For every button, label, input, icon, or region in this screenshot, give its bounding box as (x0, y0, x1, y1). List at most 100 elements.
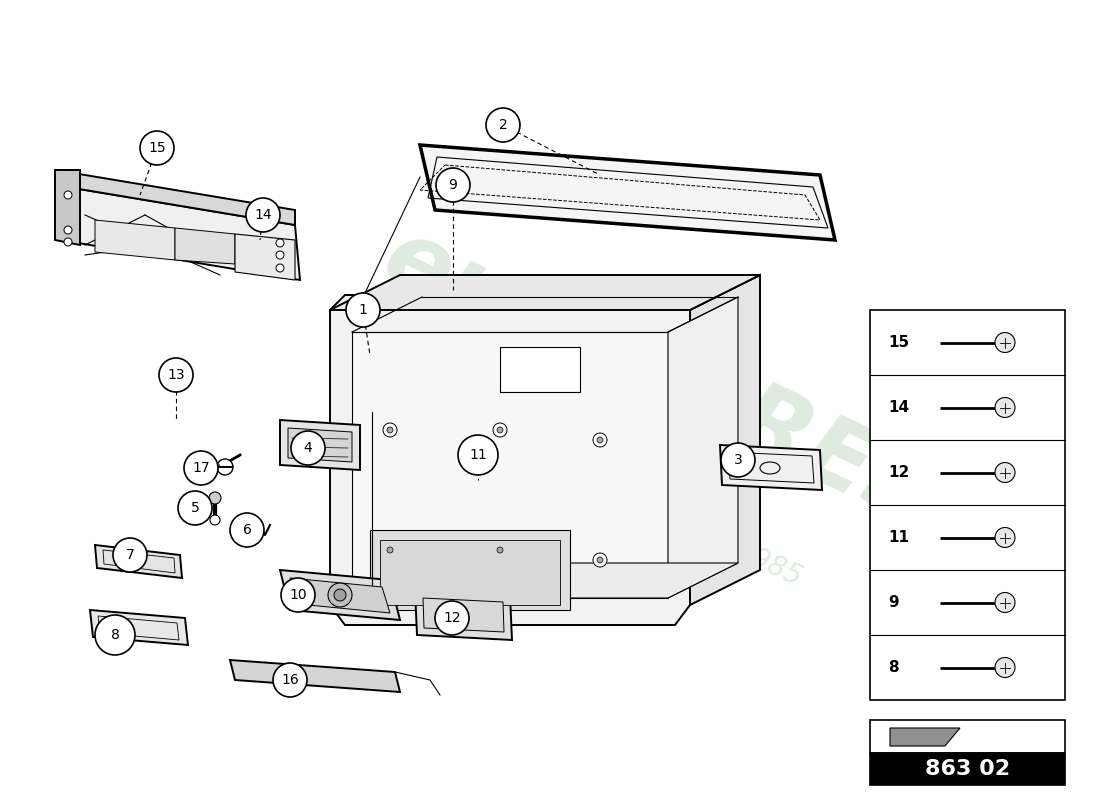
Polygon shape (235, 234, 295, 280)
Polygon shape (420, 145, 835, 240)
Circle shape (996, 333, 1015, 353)
Circle shape (246, 198, 280, 232)
Polygon shape (290, 578, 390, 613)
Text: 5: 5 (190, 501, 199, 515)
Text: 3: 3 (734, 453, 742, 467)
Circle shape (328, 583, 352, 607)
Circle shape (996, 398, 1015, 418)
Circle shape (387, 547, 393, 553)
Circle shape (64, 191, 72, 199)
Circle shape (210, 515, 220, 525)
Polygon shape (668, 297, 738, 598)
Text: 8: 8 (888, 660, 899, 675)
Circle shape (95, 615, 135, 655)
Circle shape (593, 553, 607, 567)
Circle shape (334, 589, 346, 601)
Bar (870, 310, 1065, 700)
Circle shape (597, 557, 603, 563)
Polygon shape (415, 590, 512, 640)
Circle shape (292, 431, 324, 465)
Circle shape (178, 491, 212, 525)
Circle shape (493, 543, 507, 557)
Text: a passion for parts since 1985: a passion for parts since 1985 (414, 389, 806, 591)
Circle shape (493, 423, 507, 437)
Polygon shape (90, 610, 188, 645)
Circle shape (387, 427, 393, 433)
Text: 15: 15 (888, 335, 909, 350)
Circle shape (593, 433, 607, 447)
Polygon shape (288, 428, 352, 462)
Circle shape (64, 238, 72, 246)
Circle shape (996, 593, 1015, 613)
Circle shape (113, 538, 147, 572)
Text: 10: 10 (289, 588, 307, 602)
Text: 12: 12 (888, 465, 910, 480)
Circle shape (276, 264, 284, 272)
Circle shape (160, 358, 192, 392)
Text: 2: 2 (498, 118, 507, 132)
Circle shape (996, 462, 1015, 482)
Circle shape (273, 663, 307, 697)
Circle shape (217, 459, 233, 475)
Circle shape (597, 437, 603, 443)
Bar (870, 720, 1065, 753)
Text: 8: 8 (111, 628, 120, 642)
Text: 12: 12 (443, 611, 461, 625)
Polygon shape (95, 220, 175, 260)
Polygon shape (890, 728, 960, 746)
Circle shape (346, 293, 380, 327)
Circle shape (458, 435, 498, 475)
Text: 15: 15 (148, 141, 166, 155)
Text: 863 02: 863 02 (925, 758, 1010, 778)
Circle shape (140, 131, 174, 165)
Polygon shape (55, 185, 300, 280)
Text: 13: 13 (167, 368, 185, 382)
Text: 1: 1 (359, 303, 367, 317)
Polygon shape (379, 540, 560, 605)
Polygon shape (55, 170, 80, 245)
Circle shape (497, 427, 503, 433)
Circle shape (64, 226, 72, 234)
Polygon shape (500, 347, 580, 392)
Bar (870, 753, 1065, 785)
Circle shape (276, 251, 284, 259)
Polygon shape (95, 545, 182, 578)
Text: 14: 14 (254, 208, 272, 222)
Text: 17: 17 (192, 461, 210, 475)
Polygon shape (280, 420, 360, 470)
Circle shape (245, 525, 255, 535)
Circle shape (497, 547, 503, 553)
Polygon shape (352, 563, 738, 598)
Polygon shape (330, 275, 760, 310)
Polygon shape (175, 228, 235, 264)
Circle shape (436, 168, 470, 202)
Text: 11: 11 (469, 448, 487, 462)
Polygon shape (352, 332, 668, 598)
Text: 7: 7 (125, 548, 134, 562)
Circle shape (209, 492, 221, 504)
Polygon shape (720, 445, 822, 490)
Polygon shape (280, 570, 400, 620)
Circle shape (434, 601, 469, 635)
Text: 9: 9 (888, 595, 899, 610)
Circle shape (230, 513, 264, 547)
Circle shape (276, 239, 284, 247)
Circle shape (996, 658, 1015, 678)
Circle shape (184, 451, 218, 485)
Polygon shape (330, 295, 690, 625)
Polygon shape (424, 598, 504, 632)
Text: 6: 6 (243, 523, 252, 537)
Circle shape (486, 108, 520, 142)
Text: 16: 16 (282, 673, 299, 687)
Circle shape (720, 443, 755, 477)
Polygon shape (230, 660, 400, 692)
Circle shape (383, 543, 397, 557)
Text: 9: 9 (449, 178, 458, 192)
Polygon shape (55, 170, 295, 225)
Circle shape (280, 578, 315, 612)
Polygon shape (690, 275, 760, 605)
Circle shape (996, 527, 1015, 547)
Text: euroPARES: euroPARES (368, 211, 952, 549)
Text: 14: 14 (888, 400, 909, 415)
Text: 4: 4 (304, 441, 312, 455)
